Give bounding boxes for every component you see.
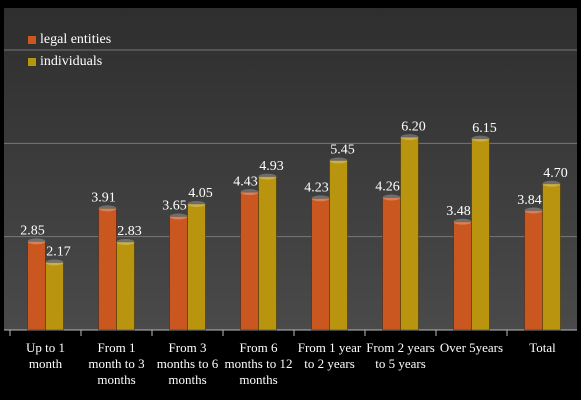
x-tick-label: From 2 years to 5 years [366, 340, 435, 371]
value-label: 4.43 [233, 174, 258, 189]
bar-cap [116, 238, 135, 245]
x-tick-label: Over 5years [439, 340, 504, 355]
value-label: 6.15 [472, 121, 497, 136]
bar-cap [311, 195, 330, 202]
legend-label: individuals [40, 54, 102, 69]
bar-cap [27, 238, 46, 245]
bar [240, 191, 259, 331]
value-label: 3.91 [91, 191, 116, 206]
bar-cap [453, 218, 472, 225]
bar-cap [45, 259, 64, 266]
bar-cap [382, 194, 401, 201]
value-label: 4.70 [543, 166, 568, 181]
value-label: 3.65 [162, 199, 187, 214]
x-tick-label: From 1 month to 3 months [88, 340, 145, 387]
bar [524, 210, 543, 331]
legend-label: legal entities [40, 32, 111, 47]
value-label: 2.17 [46, 245, 71, 260]
bar-cap [471, 135, 490, 142]
x-tick-label: From 1 year to 2 years [297, 340, 362, 371]
bar-cap [187, 201, 206, 207]
bar [329, 159, 348, 331]
value-label: 4.05 [188, 186, 213, 201]
value-label: 3.48 [446, 204, 471, 219]
bar [400, 136, 419, 331]
bar [471, 138, 490, 331]
value-label: 4.93 [259, 159, 284, 174]
bar-cap [240, 189, 259, 196]
value-label: 6.20 [401, 119, 426, 134]
bar [98, 207, 117, 331]
value-label: 3.84 [517, 193, 542, 208]
bar [453, 221, 472, 331]
x-tick-label: Up to 1 month [26, 340, 65, 371]
bar [311, 197, 330, 331]
bar-cap [258, 173, 277, 180]
value-label: 2.85 [20, 224, 45, 239]
bar [169, 215, 188, 331]
bar-cap [542, 180, 561, 187]
x-tick-label: From 6 months to 12 months [224, 340, 293, 387]
x-tick-label: From 3 months to 6 months [156, 340, 219, 387]
value-label: 2.83 [117, 224, 142, 239]
value-label: 4.26 [375, 180, 400, 195]
bar-cap [329, 157, 348, 164]
bar [258, 176, 277, 331]
bar [382, 196, 401, 331]
x-tick-label: Total [529, 340, 556, 355]
legend-swatch [28, 36, 36, 44]
bar-cap [400, 134, 419, 141]
bar [45, 261, 64, 331]
bar [116, 241, 135, 331]
bar-cap [169, 213, 188, 220]
bar-cap [524, 207, 543, 214]
bar [542, 183, 561, 331]
legend-swatch [28, 58, 36, 66]
bar-cap [98, 205, 117, 212]
bar [27, 240, 46, 331]
value-label: 5.45 [330, 143, 355, 158]
value-label: 4.23 [304, 181, 329, 196]
bar [187, 203, 206, 331]
